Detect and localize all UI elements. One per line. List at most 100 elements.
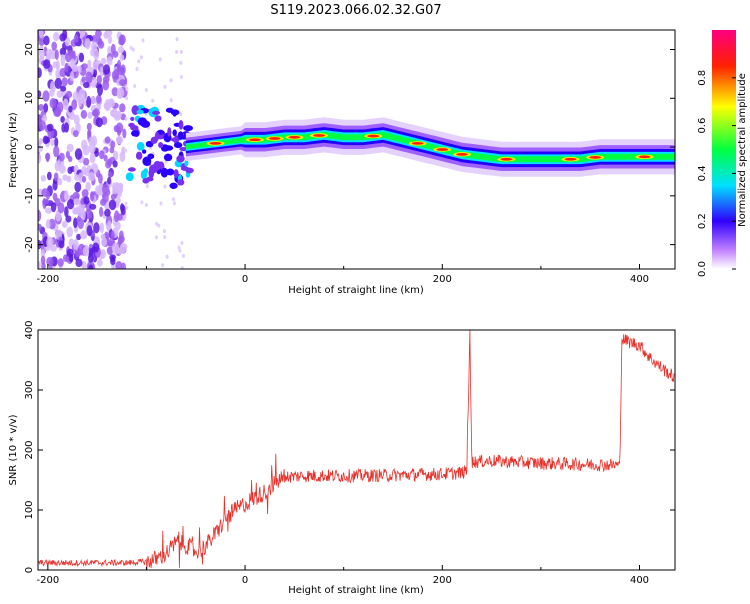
noise-blob (60, 85, 67, 92)
noise-blob (87, 59, 92, 68)
snr-x-tick-label: -200 (37, 575, 60, 586)
noise-blob (103, 31, 109, 40)
noise-blob (73, 238, 79, 251)
turbulence-blob (135, 151, 143, 160)
turbulence-blob (141, 149, 147, 154)
noise-blob (75, 258, 83, 268)
turbulence-blob (143, 168, 149, 175)
ridge-band-layer-4 (185, 131, 675, 163)
spectrogram-frame (37, 29, 676, 270)
noise-blob (122, 128, 127, 139)
noise-blob (102, 76, 110, 83)
noise-blob (62, 174, 68, 181)
noise-blob (58, 240, 65, 249)
faint-noise-blob (161, 263, 165, 268)
noise-blob (104, 136, 111, 144)
noise-blob (65, 215, 72, 223)
noise-blob (111, 87, 119, 97)
noise-blob (55, 70, 60, 78)
noise-blob (87, 253, 95, 263)
faint-noise-blob (171, 197, 175, 202)
turbulence-blob (184, 159, 189, 167)
faint-noise-blob (124, 148, 128, 153)
noise-blob (118, 38, 125, 46)
turbulence-blob (154, 115, 162, 122)
faint-noise-blob (169, 78, 173, 83)
noise-blob (103, 154, 108, 162)
turbulence-blob (136, 109, 144, 115)
snr-plot-area (38, 330, 675, 570)
faint-noise-blob (179, 60, 183, 65)
noise-blob (41, 262, 46, 269)
ridge-hotspot (500, 157, 513, 161)
noise-blob (116, 126, 122, 137)
noise-blob (52, 61, 58, 69)
noise-blob (69, 253, 74, 263)
ridge-hotspot (436, 148, 449, 151)
turbulence-blob (172, 129, 177, 137)
turbulence-blob (152, 110, 161, 115)
turbulence-blob (177, 131, 184, 140)
noise-blob (103, 102, 110, 110)
faint-noise-blob (125, 86, 129, 91)
noise-blob (38, 153, 42, 164)
noise-blob (59, 47, 67, 56)
noise-blob (51, 41, 57, 51)
colorbar-label: Normalized spectral amplitude (737, 73, 748, 227)
noise-blob (71, 99, 78, 111)
faint-noise-blob (169, 98, 173, 103)
noise-blob (114, 110, 122, 120)
turbulence-blob (167, 127, 172, 137)
noise-blob (80, 230, 88, 240)
noise-blob (46, 171, 52, 181)
faint-noise-blob (163, 184, 167, 189)
noise-blob (64, 52, 72, 63)
noise-blob (108, 99, 115, 108)
turbulence-blob (130, 130, 140, 137)
noise-blob (46, 123, 54, 132)
ridge-hotspot (411, 142, 424, 145)
ridge-hotspot (589, 156, 602, 159)
faint-noise-blob (177, 245, 181, 250)
colorbar-tick-label: 0.2 (697, 213, 708, 229)
noise-blob (57, 177, 63, 186)
noise-blob (38, 30, 44, 39)
snr-x-ticks: -200 0 200 400 (37, 565, 649, 586)
noise-blob (88, 264, 94, 269)
snr-y-ticks: 0 100 200 300 400 (24, 320, 675, 573)
turbulence-blob (178, 119, 184, 130)
noise-blob (99, 206, 104, 218)
faint-noise-blob (179, 49, 183, 54)
snr-y-tick-label: 100 (24, 500, 35, 519)
noise-blob (91, 35, 98, 43)
noise-blob (119, 203, 125, 212)
turbulence-blob (142, 156, 152, 166)
spectrogram-x-tick-label: 400 (630, 274, 649, 285)
noise-blob (117, 46, 125, 54)
noise-blob (101, 237, 108, 247)
turbulence-blob (160, 167, 169, 178)
noise-blob (95, 117, 103, 128)
noise-blob (74, 148, 83, 160)
noise-blob (110, 140, 116, 149)
faint-noise-blob (124, 201, 128, 206)
noise-blob (62, 98, 69, 111)
faint-noise-blob (155, 221, 159, 226)
noise-blob (82, 81, 90, 89)
turbulence-blob (176, 155, 185, 163)
noise-blob (85, 71, 93, 84)
colorbar-tick-label: 0.0 (697, 261, 708, 277)
faint-noise-blob (155, 235, 159, 240)
snr-frame (37, 329, 676, 571)
noise-blob (99, 222, 105, 234)
noise-blob (65, 90, 73, 99)
faint-noise-blob (181, 253, 185, 258)
noise-blob (86, 96, 92, 108)
spectrogram-y-ticks: -20 -10 0 10 20 (24, 43, 675, 253)
spectrogram-y-tick-label: 10 (24, 92, 35, 105)
turbulence-blob (185, 167, 194, 174)
noise-blob (85, 181, 91, 192)
noise-blob (99, 248, 107, 259)
noise-blob (78, 52, 85, 63)
ridge-hotspot (456, 152, 469, 156)
